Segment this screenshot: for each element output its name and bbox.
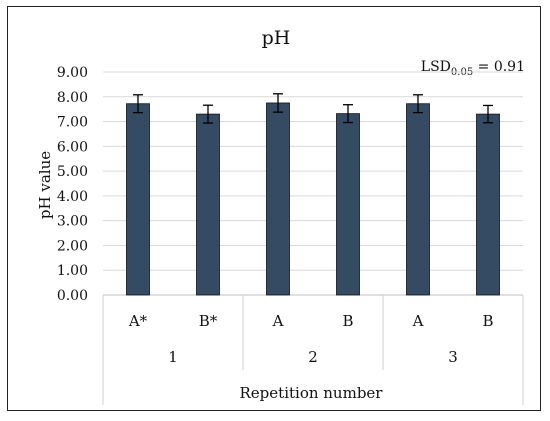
lsd-prefix: LSD — [421, 59, 451, 75]
lsd-annotation: LSD0.05 = 0.91 — [421, 59, 525, 78]
x-group-label: 3 — [448, 348, 458, 366]
x-group-label: 1 — [168, 348, 178, 366]
x-group-label: 2 — [308, 348, 318, 366]
bar — [196, 113, 220, 296]
y-tick-label: 1.00 — [57, 263, 88, 279]
x-group-separators: 1 2 3 — [102, 295, 524, 405]
bar — [336, 113, 360, 296]
y-tick-label: 7.00 — [57, 115, 88, 131]
y-tick-label: 0.00 — [57, 288, 88, 304]
y-tick-label: 4.00 — [57, 189, 88, 205]
y-tick-label: 8.00 — [57, 90, 88, 106]
y-tick-label: 2.00 — [57, 238, 88, 254]
gridlines — [103, 71, 523, 296]
x-category-label: B — [342, 312, 353, 330]
y-tick-labels: 0.00 1.00 2.00 3.00 4.00 5.00 6.00 7.00 8.00 9.00 — [57, 65, 88, 304]
x-axis-label: Repetition number — [240, 384, 384, 402]
y-tick-label: 6.00 — [57, 139, 88, 155]
x-category-label: A — [412, 312, 424, 330]
bar — [406, 103, 430, 296]
lsd-value: = 0.91 — [473, 59, 525, 75]
bar — [126, 103, 150, 296]
y-tick-label: 3.00 — [57, 214, 88, 230]
y-axis-label: pH value — [36, 151, 54, 219]
x-category-label: B* — [199, 312, 218, 330]
bar — [266, 102, 290, 296]
y-tick-label: 5.00 — [57, 164, 88, 180]
error-bars — [133, 93, 493, 124]
bar — [476, 113, 500, 296]
x-category-labels: A* B* A B A B — [128, 312, 494, 330]
bars — [126, 102, 500, 296]
chart-title: pH — [262, 27, 291, 49]
y-tick-label: 9.00 — [57, 65, 88, 81]
x-category-label: A* — [128, 312, 148, 330]
x-category-label: A — [272, 312, 284, 330]
x-category-label: B — [482, 312, 493, 330]
